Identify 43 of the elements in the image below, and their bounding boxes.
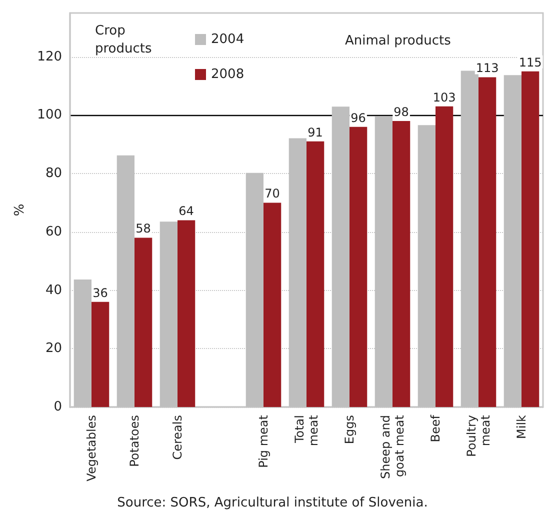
bar bbox=[522, 71, 540, 407]
legend-label: 2008 bbox=[211, 67, 244, 82]
x-tick-label: Vegetables bbox=[84, 415, 98, 482]
y-tick-label: 100 bbox=[37, 108, 62, 123]
data-label: 98 bbox=[394, 104, 409, 119]
annotation: Crop products bbox=[95, 24, 152, 56]
x-tick-label: Eggs bbox=[342, 415, 356, 444]
x-tick-label: Pig meat bbox=[256, 414, 270, 468]
bar bbox=[436, 106, 454, 407]
bar bbox=[134, 238, 152, 407]
x-tick-label: Potatoes bbox=[128, 415, 142, 467]
data-label: 113 bbox=[476, 61, 499, 76]
data-label: 58 bbox=[136, 222, 151, 236]
bar bbox=[92, 302, 110, 407]
data-label: 103 bbox=[432, 90, 456, 104]
y-tick-label: 20 bbox=[45, 341, 62, 356]
y-tick-label: 80 bbox=[45, 166, 62, 182]
x-tick-label: Beef bbox=[428, 414, 442, 442]
bar bbox=[264, 202, 282, 407]
x-tick-label: Sheep and goat meat bbox=[378, 414, 406, 479]
x-tick-label: Cereals bbox=[170, 415, 184, 460]
x-tick-label: Poultry meat bbox=[464, 414, 492, 457]
bar bbox=[178, 220, 196, 407]
bar bbox=[478, 77, 496, 407]
bar bbox=[392, 120, 410, 407]
y-tick-label: 0 bbox=[54, 400, 62, 414]
legend-label: 2004 bbox=[211, 32, 244, 47]
y-axis-title: % bbox=[12, 204, 28, 216]
x-tick-label: Total meat bbox=[292, 414, 320, 446]
data-label: 64 bbox=[178, 204, 194, 218]
y-tick-label: 40 bbox=[45, 282, 62, 298]
annotation: Animal products bbox=[345, 34, 452, 48]
bar bbox=[306, 141, 324, 407]
data-label: 115 bbox=[518, 55, 542, 70]
y-tick-label: 120 bbox=[37, 49, 62, 64]
bar bbox=[350, 126, 368, 407]
y-tick-label: 60 bbox=[45, 224, 62, 240]
data-label: 96 bbox=[350, 110, 366, 125]
x-tick-label: Milk bbox=[514, 414, 528, 439]
data-label: 70 bbox=[264, 186, 280, 201]
source-note: Source: SORS, Agricultural institute of Slovenia. bbox=[117, 496, 428, 510]
data-label: 36 bbox=[92, 286, 108, 300]
data-label: 91 bbox=[308, 125, 323, 140]
